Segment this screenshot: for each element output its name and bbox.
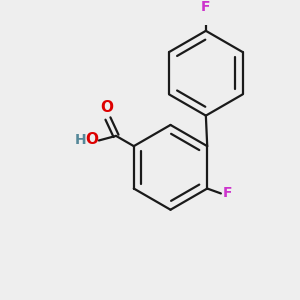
Text: F: F [223,187,232,200]
Text: O: O [85,132,98,147]
Text: O: O [100,100,113,115]
Text: H: H [74,133,86,147]
Text: F: F [201,0,211,14]
